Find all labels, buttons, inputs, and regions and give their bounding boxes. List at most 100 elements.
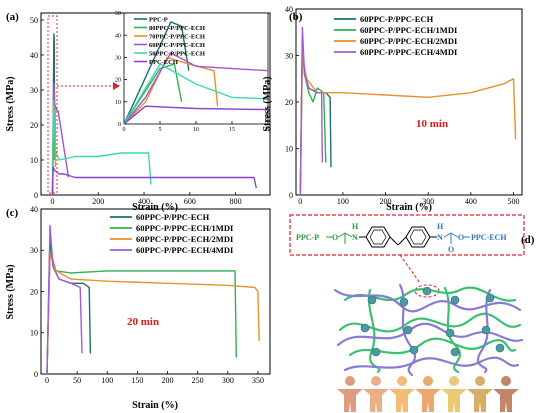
x-tick-label: 300 bbox=[222, 376, 234, 385]
x-tick-label: 5 bbox=[159, 127, 162, 133]
x-tick-label: 500 bbox=[507, 197, 519, 206]
zoom-connector bbox=[399, 254, 421, 284]
y-tick-label: 30 bbox=[30, 246, 38, 255]
person-figure bbox=[337, 376, 363, 412]
ether-o-label: O bbox=[458, 233, 464, 242]
green-chain-2 bbox=[338, 312, 522, 333]
green-chain-5 bbox=[443, 286, 462, 374]
series-line-50ppc-p-ppc-ech bbox=[123, 63, 269, 125]
bond-7 bbox=[450, 232, 459, 238]
y-tick-label: 50 bbox=[30, 16, 38, 25]
crosslink-node bbox=[495, 343, 505, 353]
crosslink-node bbox=[481, 325, 491, 335]
panel-b-ylabel: Stress (MPa) bbox=[262, 76, 273, 131]
legend-label: 50PPC-P/PPC-ECH bbox=[149, 50, 205, 57]
series-line-60ppc-p-ppc-ech bbox=[46, 237, 92, 375]
x-tick-label: 0 bbox=[45, 376, 49, 385]
h-label-right: H bbox=[437, 222, 444, 231]
bond-2 bbox=[337, 232, 346, 238]
y-tick-label: 30 bbox=[285, 51, 293, 60]
legend-label: PPC-P bbox=[149, 16, 168, 23]
x-tick-label: 200 bbox=[92, 197, 104, 206]
legend-label: 60PPC-P/PPC-ECH/1MDI bbox=[360, 25, 458, 35]
y-tick-label: 40 bbox=[30, 205, 38, 214]
x-tick-label: 400 bbox=[465, 197, 477, 206]
chain-left-label: PPC-P bbox=[296, 233, 319, 242]
purple-chain-3 bbox=[343, 356, 520, 372]
y-tick-label: 10 bbox=[30, 156, 38, 165]
chain-right-label: PPC-ECH bbox=[471, 233, 507, 242]
legend-label: 60PPC-P/PPC-ECH/1MDI bbox=[136, 223, 234, 233]
chemical-structure: PPC-P O N H N H O O PPC-ECH bbox=[296, 222, 507, 254]
x-tick-label: 600 bbox=[184, 197, 196, 206]
panel-a-label: (a) bbox=[6, 11, 19, 23]
inset-series bbox=[123, 21, 269, 125]
crosslink-node bbox=[450, 295, 460, 305]
x-tick-label: 20 bbox=[265, 127, 271, 133]
panel-b-ticks: 0 100 200 300 400 500 0 10 20 30 40 bbox=[285, 5, 519, 206]
person-figure bbox=[493, 376, 519, 412]
legend-label: 60PPC-P/PPC-ECH bbox=[149, 42, 205, 49]
y-tick-label: 20 bbox=[115, 78, 121, 84]
x-tick-label: 0 bbox=[50, 197, 54, 206]
zoom-box bbox=[47, 15, 58, 194]
legend-label: 80PPC-P/PPC-ECH bbox=[149, 25, 205, 32]
panel-d-label: (d) bbox=[521, 234, 535, 246]
x-tick-label: 0 bbox=[298, 197, 302, 206]
y-tick-label: 0 bbox=[34, 370, 38, 379]
crosslink-nodes bbox=[360, 286, 505, 357]
legend-label: 60PPC-P/PPC-ECH/2MDI bbox=[136, 234, 234, 244]
structure-box bbox=[289, 214, 525, 256]
x-tick-label: 100 bbox=[101, 376, 113, 385]
legend-label: 60PPC-P/PPC-ECH/4MDI bbox=[136, 245, 234, 255]
series-line-60ppc-p-ppc-ech-4mdi bbox=[46, 224, 83, 375]
y-tick-label: 10 bbox=[30, 329, 38, 338]
x-tick-label: 100 bbox=[337, 197, 349, 206]
bond-3 bbox=[344, 232, 353, 238]
series-line-ppc-p bbox=[123, 21, 190, 125]
panel-a-ticks: 0 200 400 600 800 0 10 20 30 40 50 bbox=[30, 16, 242, 206]
panel-b-annotation: 10 min bbox=[416, 118, 448, 130]
green-chain-3 bbox=[348, 337, 517, 357]
series-line-60ppc-p-ppc-ech bbox=[123, 52, 269, 125]
x-tick-label: 400 bbox=[138, 197, 150, 206]
n-label-left: N bbox=[352, 233, 358, 242]
x-tick-label: 800 bbox=[230, 197, 242, 206]
legend-label: 60PPC-P/PPC-ECH/2MDI bbox=[360, 36, 458, 46]
panel-c-series bbox=[46, 224, 260, 375]
panel-b-legend: 60PPC-P/PPC-ECH60PPC-P/PPC-ECH/1MDI60PPC… bbox=[334, 14, 458, 57]
panel-a-ylabel: Stress (MPa) bbox=[5, 76, 16, 131]
x-tick-label: 150 bbox=[131, 376, 143, 385]
panel-c-annotation: 20 min bbox=[127, 316, 159, 328]
panel-c-legend: 60PPC-P/PPC-ECH60PPC-P/PPC-ECH/1MDI60PPC… bbox=[110, 212, 234, 255]
ester-o-label: O bbox=[332, 233, 338, 242]
y-tick-label: 0 bbox=[118, 122, 121, 128]
legend-label: PPC-ECH bbox=[149, 59, 178, 66]
series-line-ppc-ech bbox=[123, 105, 269, 125]
zoom-arrowhead bbox=[113, 82, 120, 90]
y-tick-label: 20 bbox=[30, 287, 38, 296]
x-tick-label: 10 bbox=[193, 127, 199, 133]
purple-chain-2 bbox=[336, 322, 524, 347]
y-tick-label: 50 bbox=[115, 11, 121, 17]
panel-d: (d) PPC-P O N H N H O O bbox=[289, 214, 535, 412]
crosslink-node bbox=[485, 293, 495, 303]
benzene-inner-right bbox=[409, 229, 427, 245]
h-label-left: H bbox=[352, 222, 359, 231]
legend-label: 60PPC-P/PPC-ECH bbox=[360, 14, 434, 24]
y-tick-label: 30 bbox=[115, 56, 121, 62]
series-line-50ppc-p-ppc-ech bbox=[51, 99, 152, 196]
purple-chain-5 bbox=[476, 288, 492, 374]
y-tick-label: 10 bbox=[115, 100, 121, 106]
series-line-60ppc-p-ppc-ech-2mdi bbox=[299, 54, 517, 196]
series-line-60ppc-p-ppc-ech bbox=[299, 40, 332, 196]
y-tick-label: 40 bbox=[30, 51, 38, 60]
crosslink-node bbox=[409, 345, 419, 355]
panel-b-xlabel: Strain (%) bbox=[386, 202, 432, 213]
x-tick-label: 200 bbox=[380, 197, 392, 206]
person-figure bbox=[363, 376, 389, 412]
